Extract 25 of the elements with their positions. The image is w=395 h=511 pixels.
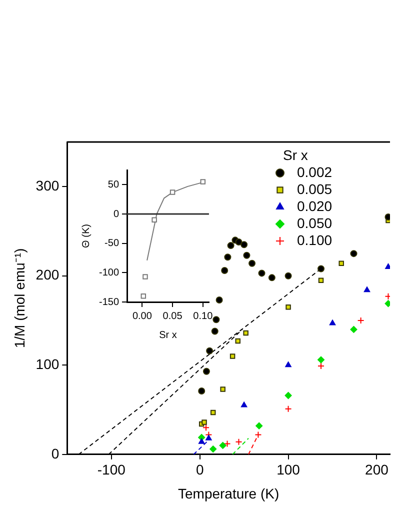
legend-title: Sr x [283, 146, 308, 163]
y-axis-title: Θ (K) [80, 224, 92, 248]
x-tick-label: 100 [276, 462, 300, 478]
y-tick-label: -50 [104, 238, 120, 250]
x-axis-title: Sr x [159, 330, 177, 341]
y-tick-label: 50 [108, 179, 120, 190]
y-tick-label: 0 [51, 445, 60, 462]
x-tick-label: 200 [365, 462, 389, 478]
legend-label: 0.002 [297, 164, 332, 180]
y-tick-label: 0 [113, 208, 120, 220]
y-tick-label: 300 [36, 177, 60, 194]
y-tick-label: 200 [36, 266, 60, 283]
legend-label: 0.020 [297, 198, 332, 214]
x-tick-label: 0.05 [162, 310, 183, 322]
legend-label: 0.100 [297, 232, 332, 248]
x-tick-label: 0.10 [193, 310, 214, 322]
x-tick-label: 0 [196, 462, 204, 478]
y-axis-title: 1/M (mol emu⁻¹) [11, 248, 28, 348]
x-tick-label: 0.00 [132, 310, 152, 322]
x-axis-title: Temperature (K) [178, 485, 280, 502]
y-tick-label: -150 [99, 296, 120, 308]
legend-label: 0.005 [297, 180, 332, 197]
y-tick-label: -100 [99, 267, 120, 278]
legend-label: 0.050 [297, 214, 332, 231]
y-tick-label: 100 [36, 356, 60, 372]
